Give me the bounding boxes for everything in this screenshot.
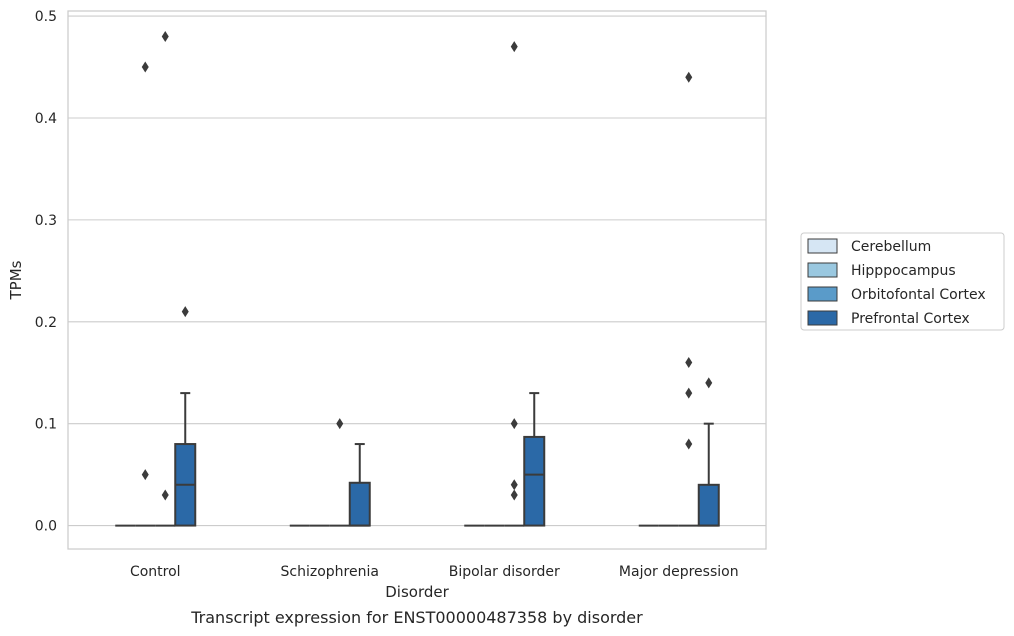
legend-label: Orbitofontal Cortex <box>851 287 986 303</box>
legend-label: Hipppocampus <box>851 263 956 279</box>
outlier-point <box>161 489 169 501</box>
x-tick-label: Control <box>130 564 181 580</box>
outlier-point <box>510 418 518 430</box>
box-group <box>504 41 525 527</box>
outlier-point <box>336 418 344 430</box>
y-tick-labels: 0.0 0.1 0.2 0.3 0.4 0.5 <box>35 9 57 534</box>
box <box>348 481 371 527</box>
y-tick-label: 0.2 <box>35 315 57 331</box>
box-group <box>135 61 156 527</box>
outlier-point <box>141 61 149 73</box>
box-group <box>174 306 197 527</box>
outlier-point <box>705 377 713 389</box>
chart-title: Transcript expression for ENST0000048735… <box>190 608 643 627</box>
box <box>523 435 546 527</box>
outlier-point <box>685 438 693 450</box>
box-group <box>523 392 546 527</box>
x-tick-label: Schizophrenia <box>281 564 379 580</box>
y-tick-label: 0.1 <box>35 417 57 433</box>
y-tick-label: 0.5 <box>35 9 57 25</box>
y-axis-label: TPMs <box>7 260 25 300</box>
y-tick-label: 0.0 <box>35 519 57 535</box>
y-tick-label: 0.3 <box>35 213 57 229</box>
box-group <box>155 30 176 527</box>
legend-swatch <box>807 238 838 254</box>
box-group <box>697 377 720 527</box>
outlier-point <box>685 387 693 399</box>
x-tick-label: Major depression <box>619 564 739 580</box>
boxes <box>115 30 720 527</box>
legend-box <box>800 232 1005 331</box>
outlier-point <box>510 479 518 491</box>
legend-swatch <box>807 262 838 278</box>
outlier-point <box>141 469 149 481</box>
legend: Cerebellum Hipppocampus Orbitofontal Corte… <box>800 232 1005 331</box>
box <box>697 483 720 527</box>
legend-swatch <box>807 310 838 326</box>
box-group <box>329 418 350 527</box>
x-axis-label: Disorder <box>385 583 449 601</box>
legend-swatch <box>807 286 838 302</box>
y-tick-label: 0.4 <box>35 111 57 127</box>
x-tick-label: Bipolar disorder <box>449 564 560 580</box>
outlier-point <box>685 71 693 83</box>
outlier-point <box>161 30 169 42</box>
outlier-point <box>685 357 693 369</box>
box-group <box>348 443 371 527</box>
box-group <box>678 71 699 527</box>
plot-frame <box>67 10 767 550</box>
x-tick-labels: Control Schizophrenia Bipolar disorder Majo… <box>130 564 739 580</box>
legend-label: Prefrontal Cortex <box>851 311 970 327</box>
gridlines <box>68 15 766 527</box>
legend-label: Cerebellum <box>851 239 931 255</box>
outlier-point <box>181 306 189 318</box>
outlier-point <box>510 489 518 501</box>
outlier-point <box>510 41 518 53</box>
